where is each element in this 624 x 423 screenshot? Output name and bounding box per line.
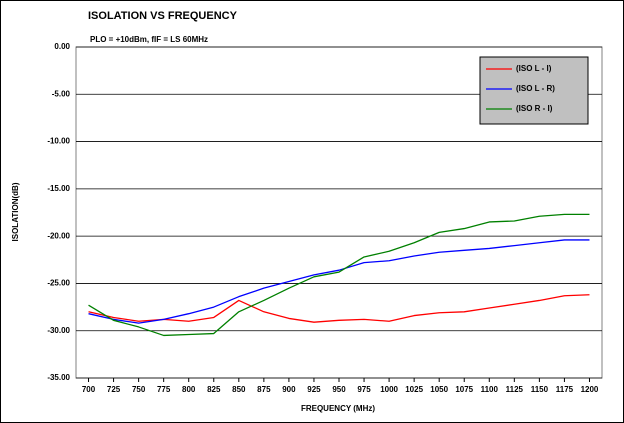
x-tick-label: 1025 (405, 385, 423, 394)
legend-label: (ISO R - I) (516, 104, 553, 113)
x-tick-label: 1100 (481, 385, 499, 394)
y-axis-label: ISOLATION(dB) (11, 182, 20, 241)
legend-label: (ISO L - R) (516, 84, 555, 93)
x-tick-label: 950 (332, 385, 346, 394)
y-tick-label: -15.00 (47, 184, 70, 193)
chart-title: ISOLATION VS FREQUENCY (88, 10, 238, 22)
x-tick-label: 775 (157, 385, 171, 394)
x-tick-label: 850 (232, 385, 246, 394)
x-tick-label: 750 (132, 385, 146, 394)
x-tick-label: 800 (182, 385, 196, 394)
data-line (88, 294, 590, 323)
x-tick-label: 700 (82, 385, 96, 394)
x-tick-label: 1000 (380, 385, 398, 394)
x-tick-label: 1075 (455, 385, 473, 394)
y-tick-label: -10.00 (47, 137, 70, 146)
data-line (88, 239, 590, 324)
x-tick-label: 1150 (531, 385, 549, 394)
x-tick-label: 875 (257, 385, 271, 394)
x-axis-label: FREQUENCY (MHz) (301, 404, 375, 413)
y-tick-label: -35.00 (47, 373, 70, 382)
x-tick-label: 1200 (581, 385, 599, 394)
legend-label: (ISO L - I) (516, 64, 552, 73)
chart-subtitle: PLO = +10dBm, fIF = LS 60MHz (90, 35, 208, 44)
x-tick-label: 725 (107, 385, 121, 394)
y-tick-label: -25.00 (47, 279, 70, 288)
x-tick-label: 825 (207, 385, 221, 394)
y-tick-label: -30.00 (47, 326, 70, 335)
legend-box (479, 56, 589, 125)
x-tick-label: 975 (357, 385, 371, 394)
x-tick-label: 1175 (556, 385, 574, 394)
x-tick-label: 1050 (430, 385, 448, 394)
y-tick-label: 0.00 (54, 42, 70, 51)
y-tick-label: -20.00 (47, 231, 70, 240)
y-tick-label: -5.00 (52, 89, 71, 98)
x-tick-label: 925 (307, 385, 321, 394)
x-tick-label: 1125 (506, 385, 524, 394)
data-line (88, 213, 590, 337)
x-tick-label: 900 (282, 385, 296, 394)
